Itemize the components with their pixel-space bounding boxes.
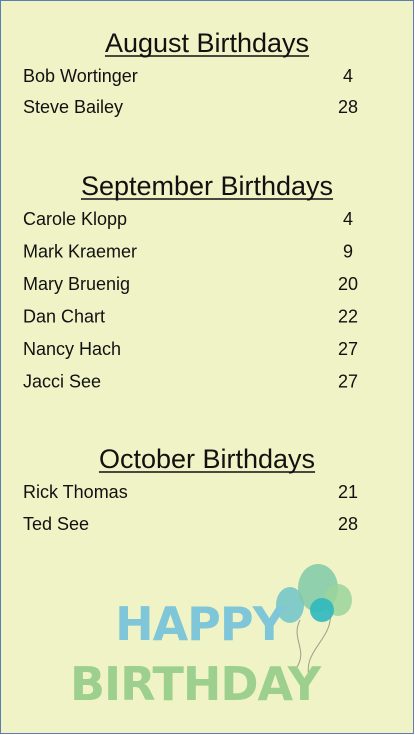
section-title: October Birthdays [99, 444, 315, 474]
entry-day: 4 [343, 66, 353, 86]
entry-name: Steve Bailey [23, 97, 123, 117]
entry-name: Jacci See [23, 372, 101, 392]
section-title: September Birthdays [81, 171, 333, 201]
entry-name: Mary Bruenig [23, 274, 130, 294]
entry-day: 22 [338, 307, 358, 327]
graphic-text: HAPPY [115, 597, 287, 651]
entry-name: Nancy Hach [23, 339, 121, 359]
entry-day: 28 [338, 97, 358, 117]
balloons [276, 564, 352, 681]
entry-day: 28 [338, 514, 358, 534]
entry-day: 20 [338, 274, 358, 294]
entry-day: 27 [338, 372, 358, 392]
entry-day: 4 [343, 209, 353, 229]
entry-day: 27 [338, 339, 358, 359]
entry-name: Rick Thomas [23, 482, 128, 502]
graphic-text: BIRTHDAY [70, 657, 322, 711]
entry-name: Carole Klopp [23, 209, 127, 229]
entry-name: Ted See [23, 514, 89, 534]
entry-day: 21 [338, 482, 358, 502]
entry-name: Bob Wortinger [23, 66, 138, 86]
section-title: August Birthdays [105, 28, 309, 58]
entry-day: 9 [343, 242, 353, 262]
entry-name: Dan Chart [23, 307, 105, 327]
entry-name: Mark Kraemer [23, 242, 137, 262]
